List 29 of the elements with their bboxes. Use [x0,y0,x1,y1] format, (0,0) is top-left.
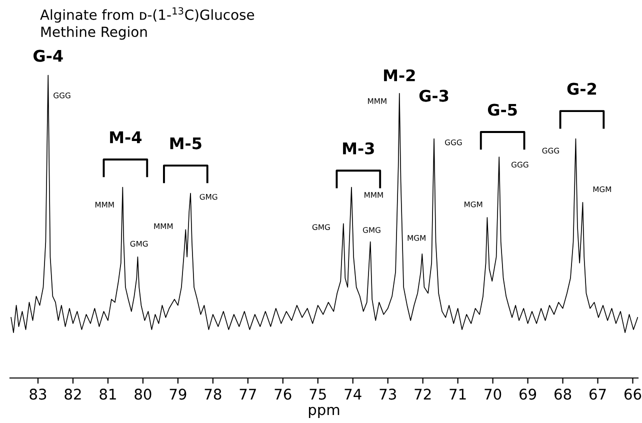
x-tick-label: 72 [414,388,431,400]
annotation: G-4 [34,50,63,62]
x-tick-label: 81 [100,388,116,400]
x-tick-label: 82 [64,388,81,400]
x-tick-label: 74 [344,388,362,400]
x-tick-label: 79 [170,388,186,400]
x-tick-label: 76 [274,388,292,400]
x-tick-label: 73 [380,388,396,400]
x-tick-label: 69 [520,388,536,400]
x-tick-label: 71 [450,388,466,400]
x-tick-label: 75 [310,388,326,400]
annotation: G-2 [567,82,596,95]
annotation: G-5 [488,104,517,116]
x-tick-label: 66 [624,388,642,400]
x-tick-label: 83 [30,388,46,400]
annotation: M-2 [384,69,415,82]
x-tick-label: 68 [554,388,572,400]
annotation: M-4 [110,131,142,144]
x-axis-title: ppm [308,406,340,418]
x-tick-label: 70 [484,388,502,400]
annotation: M-3 [343,142,374,154]
chart-subtitle: Methine Region [41,26,147,40]
x-tick-label: 77 [240,388,256,400]
x-tick-label: 78 [204,388,222,400]
chart-title: Alginate from ᴅ-(1-$^{13}$C)Glucose [40,7,254,23]
annotation: M-5 [170,137,202,150]
x-tick-label: 80 [134,388,152,400]
x-tick-label: 67 [590,388,606,400]
annotation: G-3 [419,90,448,102]
